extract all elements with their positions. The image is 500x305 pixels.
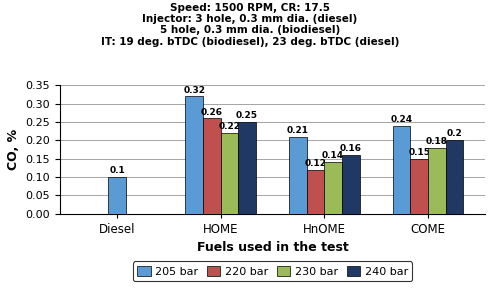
Text: 0.32: 0.32 xyxy=(183,85,205,95)
Text: 0.22: 0.22 xyxy=(218,122,240,131)
Bar xyxy=(324,162,342,214)
Bar xyxy=(220,133,238,213)
X-axis label: Fuels used in the test: Fuels used in the test xyxy=(196,241,348,254)
Text: 0.15: 0.15 xyxy=(408,148,430,157)
Text: 0.1: 0.1 xyxy=(109,166,125,175)
Text: 0.14: 0.14 xyxy=(322,151,344,160)
Text: 0.26: 0.26 xyxy=(201,107,223,117)
Bar xyxy=(428,148,446,214)
Text: 0.2: 0.2 xyxy=(446,129,462,138)
Text: 0.24: 0.24 xyxy=(390,115,412,124)
Text: 0.21: 0.21 xyxy=(287,126,309,135)
Y-axis label: CO, %: CO, % xyxy=(7,129,20,170)
Legend: 205 bar, 220 bar, 230 bar, 240 bar: 205 bar, 220 bar, 230 bar, 240 bar xyxy=(133,261,412,281)
Text: 0.18: 0.18 xyxy=(426,137,448,146)
Bar xyxy=(446,140,463,214)
Text: IT: 19 deg. bTDC (biodiesel), 23 deg. bTDC (diesel): IT: 19 deg. bTDC (biodiesel), 23 deg. bT… xyxy=(101,37,399,47)
Text: 0.12: 0.12 xyxy=(304,159,326,168)
Text: 0.25: 0.25 xyxy=(236,111,258,120)
Text: Speed: 1500 RPM, CR: 17.5: Speed: 1500 RPM, CR: 17.5 xyxy=(170,3,330,13)
Bar xyxy=(306,170,324,214)
Bar xyxy=(392,126,410,214)
Bar xyxy=(108,177,126,213)
Bar xyxy=(342,155,359,213)
Text: 5 hole, 0.3 mm dia. (biodiesel): 5 hole, 0.3 mm dia. (biodiesel) xyxy=(160,25,340,35)
Text: Injector: 3 hole, 0.3 mm dia. (diesel): Injector: 3 hole, 0.3 mm dia. (diesel) xyxy=(142,14,358,24)
Text: 0.16: 0.16 xyxy=(340,144,362,153)
Bar xyxy=(203,118,220,214)
Bar xyxy=(410,159,428,213)
Bar xyxy=(238,122,256,214)
Bar xyxy=(186,96,203,214)
Bar xyxy=(289,137,306,214)
